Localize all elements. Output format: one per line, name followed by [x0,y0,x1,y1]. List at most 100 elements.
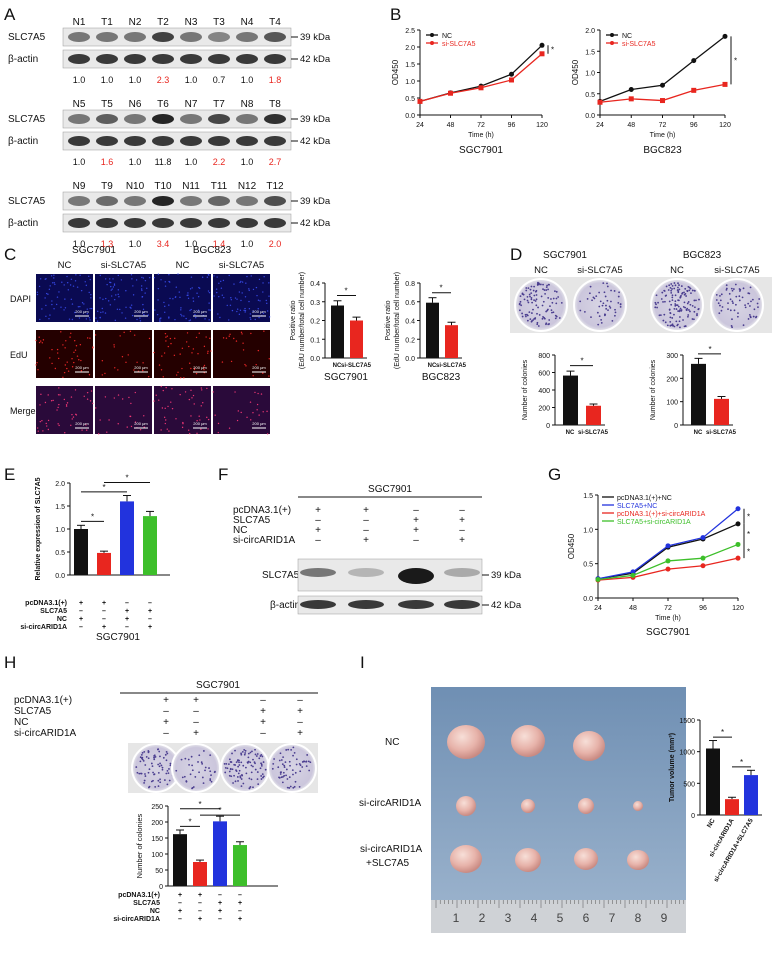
cell-dot [69,284,72,286]
panel-e-chart-y-label: Relative expression of SLC7A5 [35,477,42,580]
lane-label: T6 [157,99,169,110]
colony-dot [520,304,523,307]
colony-dot [528,311,531,314]
colony-dot [202,750,205,752]
panel-d-chart-0-bar-1 [586,405,601,425]
micrograph-merge [154,386,211,434]
colony-dot [558,317,561,319]
panel-letter-f: F [218,465,228,484]
colony-dot [598,291,601,294]
cell-dot [163,416,166,419]
cell-dot [51,303,53,306]
panel-b-chart-1-point [597,99,603,105]
cell-dot [162,389,164,392]
lane-label: T7 [213,99,225,110]
cell-dot [193,367,196,370]
cell-dot [88,275,90,278]
cell-dot [45,315,47,318]
colony-dot [539,283,542,286]
colony-dot [213,771,216,774]
cell-dot [142,308,145,311]
cell-dot [65,340,67,342]
cell-dot [160,279,162,281]
cell-dot [143,415,145,417]
ratio-value: 1.0 [241,75,254,85]
colony-dot [289,785,292,788]
cell-dot [45,304,47,307]
loading-band [96,54,118,64]
cell-dot [201,276,204,278]
cell-dot [50,400,53,402]
colony-dot [153,758,156,761]
colony-dot [664,321,667,324]
cell-dot [189,319,192,321]
micrograph-merge [36,386,93,434]
colony-dot [680,309,683,312]
colony-dot [673,325,676,328]
target-band [96,114,118,124]
colony-dot [239,775,242,778]
micrograph-edu [36,330,93,378]
panel-c-chart-1-y-tick-label: 0.8 [405,281,415,288]
colony-dot [240,778,243,780]
ruler-number: 5 [557,911,564,925]
colony-dot [201,776,204,779]
lane-label: T8 [269,99,281,110]
panel-g-chart-point [735,521,741,527]
target-band [300,568,336,577]
cell-dot [191,352,193,354]
colony-dot [605,307,608,310]
panel-b-chart-1-point [660,82,665,88]
scale-bar-label: 200 μm [75,309,89,314]
target-label: SLC7A5 [8,196,46,207]
panel-h-condition-sign: + [297,706,303,717]
cell-dot [105,297,107,300]
cell-dot [58,424,60,427]
colony-dot [166,752,169,755]
cell-dot [167,405,169,408]
panel-d-chart-0-y-tick-label: 800 [538,353,550,360]
panel-g-chart-point [700,555,706,561]
colony-dot [550,309,553,312]
colony-dot [554,317,557,320]
panel-d-group-label: si-SLC7A5 [714,265,759,276]
cell-dot [234,391,236,393]
significance-star: * [218,806,221,815]
panel-c-chart-1-y-label: Positive ratio [385,300,392,340]
panel-h-condition-label: si-circARID1A [14,728,77,739]
panel-b-x-label: Time (h) [468,132,494,139]
cell-dot [164,407,166,410]
cell-dot [173,354,176,357]
panel-g-chart-point [735,506,741,512]
colony-dot [596,311,599,314]
cell-dot [191,287,193,289]
cell-dot [198,415,200,417]
cell-dot [183,315,185,317]
ruler [431,900,686,933]
colony-dot [529,318,532,321]
cell-dot [254,318,256,321]
cell-dot [76,355,79,357]
panel-b-cell-label: BGC823 [643,145,682,156]
cell-dot [112,278,114,280]
colony-dot [305,765,308,768]
colony-dot [278,776,281,779]
cell-dot [135,279,138,281]
cell-dot [214,414,216,416]
panel-letter-d: D [510,245,522,264]
cell-dot [110,285,112,288]
cell-dot [115,294,117,296]
colony-dot [135,766,138,768]
kda-label-loading: 42 kDa [491,600,522,611]
panel-b-chart-0-x-tick-label: 24 [416,122,424,129]
colony-dot [673,308,676,310]
panel-f-condition-sign: + [363,505,369,516]
panel-c-category: NC [428,363,437,369]
cell-dot [233,283,235,285]
cell-dot [130,274,133,276]
cell-dot [193,403,195,405]
cell-dot [218,295,220,298]
cell-dot [35,339,37,342]
colony-dot [557,296,560,298]
